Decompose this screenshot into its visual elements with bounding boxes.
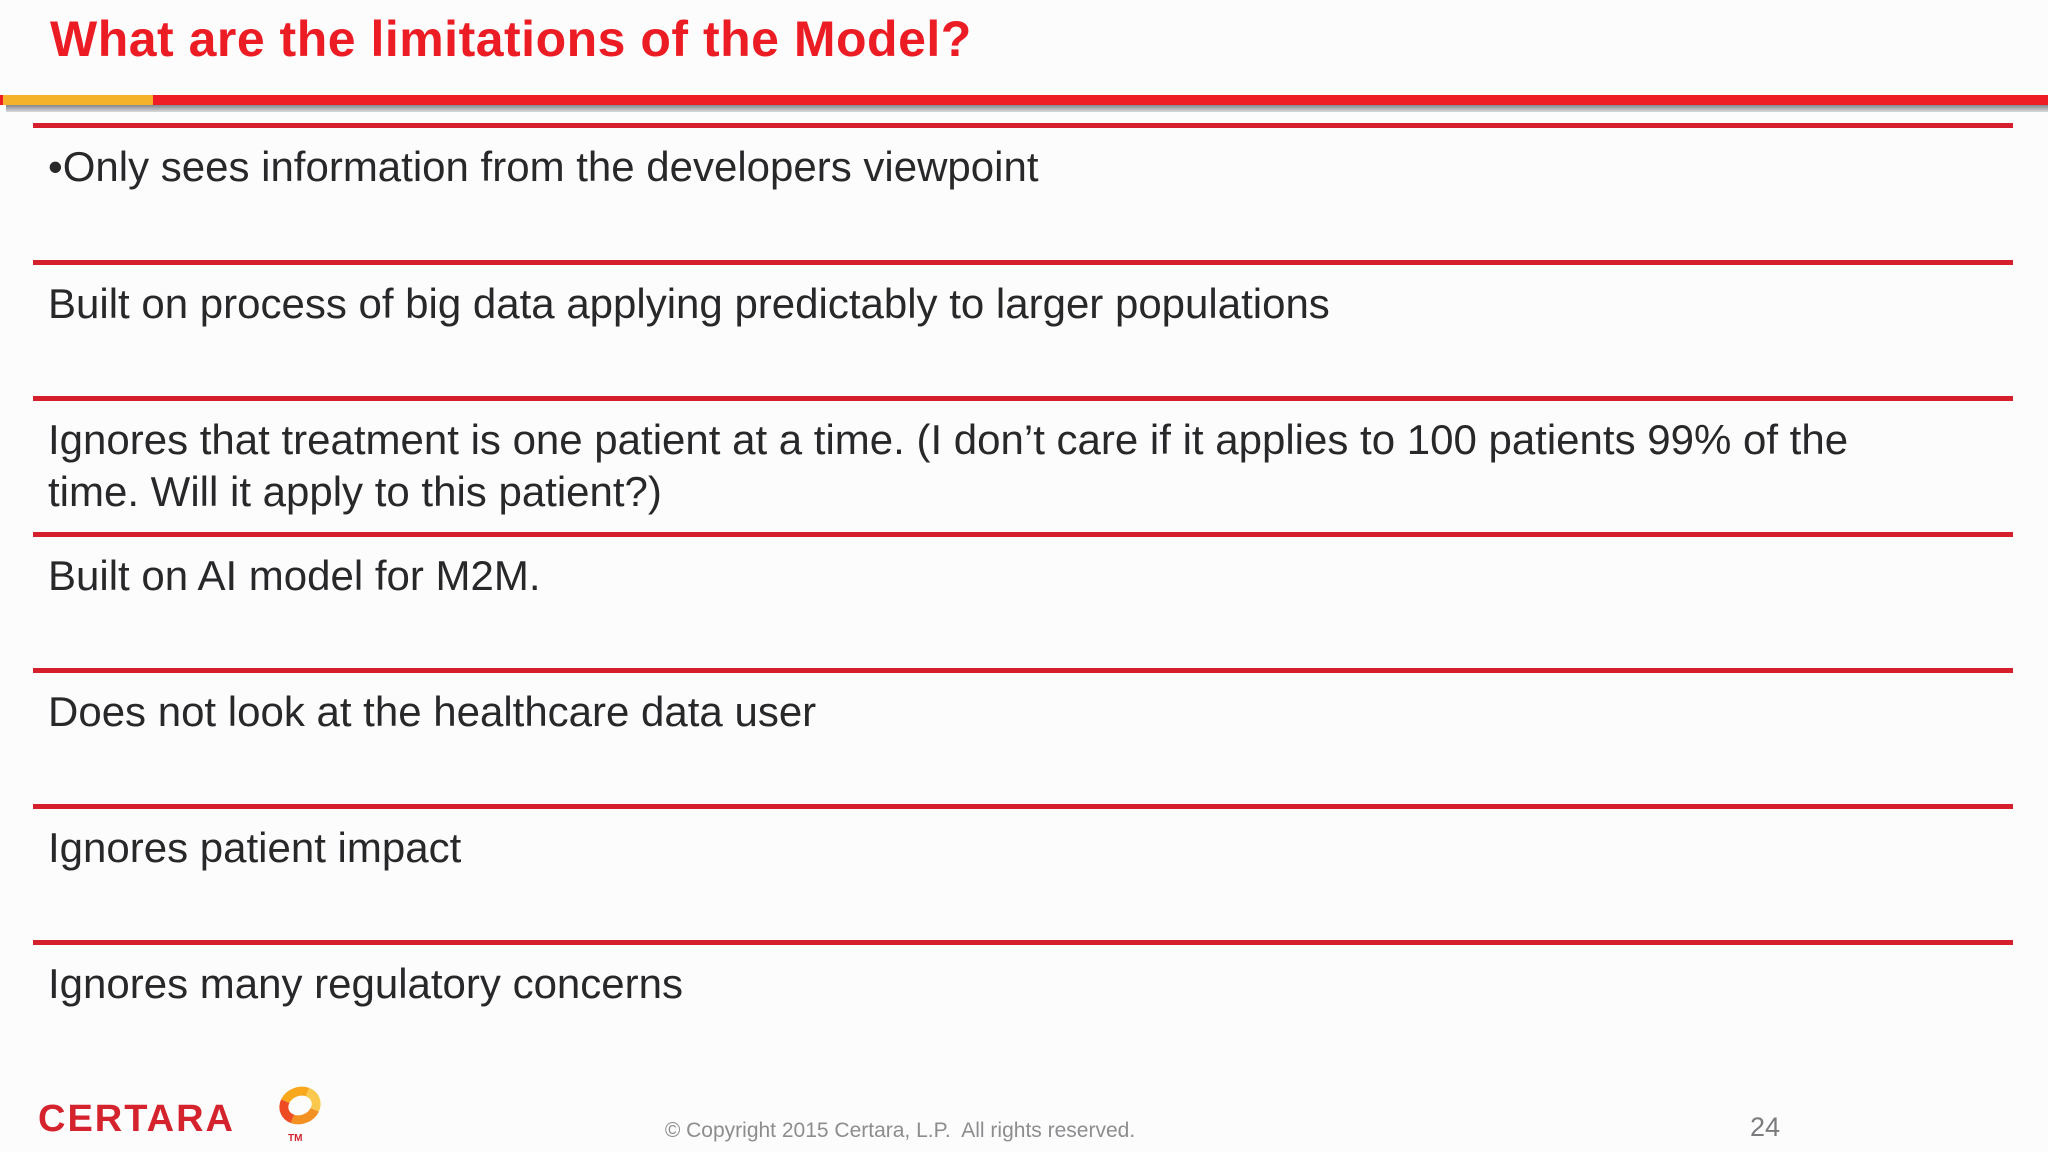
list-item: Ignores patient impact [33, 804, 2013, 940]
list-item-text: Does not look at the healthcare data use… [48, 688, 817, 735]
page-title: What are the limitations of the Model? [50, 11, 972, 67]
accent-bar-shadow [6, 105, 2048, 112]
certara-logo: CERTARA [38, 1098, 235, 1140]
copyright-text: © Copyright 2015 Certara, L.P. All right… [664, 1119, 1136, 1142]
list-item: Built on AI model for M2M. [33, 532, 2013, 668]
list-item-text: Built on AI model for M2M. [48, 552, 541, 599]
accent-bar [0, 95, 2048, 105]
list-item-text: Ignores many regulatory concerns [48, 960, 683, 1007]
list-item: Built on process of big data applying pr… [33, 260, 2013, 396]
certara-ring-icon [273, 1080, 327, 1131]
list-item: •Only sees information from the develope… [33, 123, 2013, 260]
page-number: 24 [1750, 1112, 1781, 1142]
list-item-text: Ignores that treatment is one patient at… [48, 416, 1849, 515]
accent-bar-gold-segment [3, 95, 153, 105]
list-item-text: Built on process of big data applying pr… [48, 280, 1330, 327]
trademark-symbol: TM [288, 1133, 303, 1144]
limitations-list: •Only sees information from the develope… [33, 123, 2013, 1020]
list-item: Ignores that treatment is one patient at… [33, 396, 2013, 532]
list-item: Does not look at the healthcare data use… [33, 668, 2013, 804]
list-item-text: •Only sees information from the develope… [48, 143, 1039, 190]
list-item: Ignores many regulatory concerns [33, 940, 2013, 1020]
list-item-text: Ignores patient impact [48, 824, 462, 871]
